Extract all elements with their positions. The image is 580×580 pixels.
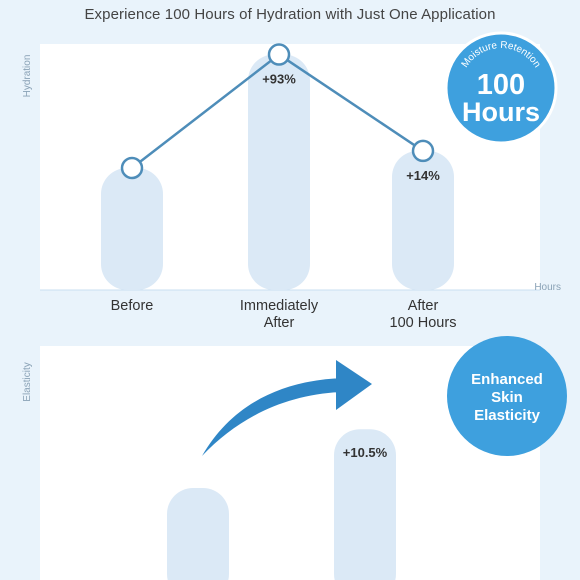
- hydration-point: [267, 43, 291, 66]
- elasticity-data-label: +10.5%: [343, 445, 388, 460]
- hydration-x-axis-label: Hours: [534, 282, 561, 293]
- hydration-category-label: Before: [111, 298, 154, 314]
- hydration-trend-line: [120, 43, 435, 180]
- hydration-bar: [392, 150, 454, 290]
- elasticity-badge: Enhanced Skin Elasticity: [447, 336, 567, 456]
- hydration-category-label: After 100 Hours: [390, 298, 457, 331]
- increase-arrow-icon: [202, 360, 372, 456]
- retention-badge-unit: Hours: [462, 97, 540, 127]
- hydration-category-labels: Before Immediately After After 100 Hours: [111, 298, 457, 331]
- hydration-data-label: +93%: [262, 72, 296, 87]
- hydration-bar: [248, 54, 310, 290]
- hydration-category-label: Immediately After: [240, 298, 319, 331]
- hydration-data-label: +14%: [406, 168, 440, 183]
- elasticity-badge-line-1: Enhanced: [471, 371, 543, 388]
- elasticity-badge-line-2: Skin: [491, 389, 523, 406]
- elasticity-data-labels: +10.5%: [343, 445, 388, 460]
- elasticity-bars: [167, 429, 396, 580]
- moisture-retention-badge: Moisture Retention 100 Hours: [444, 31, 558, 145]
- elasticity-badge-line-3: Elasticity: [474, 407, 541, 424]
- hydration-bar: [101, 168, 163, 290]
- hydration-bars: [101, 54, 454, 290]
- hydration-point: [411, 139, 435, 163]
- elasticity-badge-circle: [447, 336, 567, 456]
- retention-badge-circle: [444, 31, 558, 145]
- hydration-y-axis-label: Hydration: [22, 55, 33, 98]
- hydration-data-labels: +93% +14%: [262, 72, 440, 183]
- elasticity-y-axis-label: Elasticity: [22, 362, 33, 401]
- elasticity-bar: [167, 488, 229, 580]
- page-title: Experience 100 Hours of Hydration with J…: [84, 6, 496, 23]
- elasticity-bar: [334, 429, 396, 580]
- hydration-point: [120, 156, 144, 180]
- elasticity-chart: Elasticity +10.5%: [22, 346, 540, 580]
- retention-badge-number: 100: [477, 69, 525, 101]
